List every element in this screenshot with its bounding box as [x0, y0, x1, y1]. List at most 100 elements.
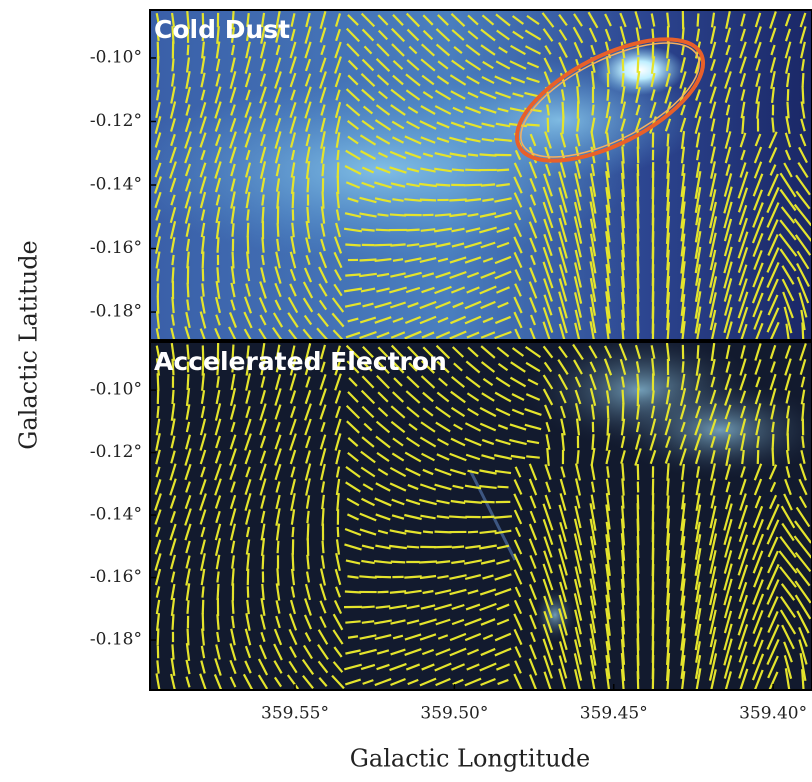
- vector: [337, 150, 338, 160]
- vector: [787, 102, 788, 119]
- vector: [652, 390, 653, 403]
- vector: [464, 185, 482, 186]
- vector: [481, 184, 495, 185]
- y-tick-label: -0.14°: [90, 175, 142, 195]
- vector: [277, 191, 279, 208]
- vector: [434, 547, 452, 548]
- vector: [668, 134, 669, 147]
- y-tick-label: -0.14°: [90, 505, 142, 525]
- vector: [377, 214, 388, 215]
- vector: [202, 283, 203, 296]
- vector: [307, 511, 308, 523]
- y-tick-label: -0.16°: [90, 238, 142, 258]
- vector: [668, 377, 669, 388]
- vector: [278, 541, 279, 553]
- vector: [468, 532, 478, 533]
- vector: [376, 230, 391, 231]
- vector: [449, 516, 467, 517]
- vector: [802, 436, 803, 448]
- y-tick-label: -0.18°: [90, 630, 142, 650]
- vector: [307, 555, 308, 569]
- vector: [345, 274, 360, 275]
- vector: [577, 450, 578, 464]
- x-tick-label: 359.50°: [420, 704, 488, 724]
- vector: [452, 547, 464, 548]
- vector: [218, 584, 219, 600]
- y-tick-label: -0.10°: [90, 47, 142, 67]
- vector: [667, 146, 668, 163]
- vector: [464, 501, 482, 503]
- vector: [773, 448, 774, 466]
- vector: [608, 89, 609, 100]
- vector: [157, 406, 158, 418]
- vector: [158, 56, 159, 74]
- vector: [742, 116, 743, 134]
- vector: [188, 629, 189, 646]
- vector: [608, 418, 609, 435]
- vector: [248, 236, 249, 254]
- vector: [262, 584, 263, 600]
- vector: [203, 252, 204, 269]
- y-tick-label: -0.10°: [90, 380, 142, 400]
- vector: [361, 229, 374, 230]
- vector: [622, 478, 623, 495]
- y-tick-label: -0.12°: [90, 442, 142, 462]
- vector: [802, 403, 803, 421]
- x-tick-label: 359.55°: [261, 704, 329, 724]
- vector: [638, 57, 639, 73]
- vector: [435, 532, 452, 533]
- vector: [293, 553, 294, 571]
- vector: [172, 297, 173, 313]
- vector: [338, 176, 339, 194]
- vector: [157, 660, 158, 673]
- x-axis-label: Galactic Longtitude: [350, 745, 591, 773]
- vector: [468, 154, 478, 155]
- vector: [233, 600, 234, 614]
- x-tick-label: 359.40°: [739, 704, 807, 724]
- vector: [465, 170, 481, 171]
- vector: [173, 614, 174, 630]
- vector: [172, 390, 173, 404]
- vector: [188, 45, 189, 55]
- vector: [158, 283, 159, 296]
- vector: [592, 105, 593, 116]
- vector: [421, 229, 436, 231]
- y-tick-label: -0.12°: [90, 111, 142, 131]
- vector: [480, 154, 497, 155]
- vector: [323, 191, 324, 208]
- vector: [772, 422, 773, 432]
- vector: [435, 214, 451, 215]
- vector: [803, 73, 804, 87]
- vector: [187, 300, 188, 311]
- vector: [563, 116, 564, 134]
- vector: [393, 259, 403, 261]
- vector: [217, 237, 218, 253]
- vector: [293, 527, 294, 537]
- y-tick-label: -0.16°: [90, 567, 142, 587]
- vector: [203, 613, 204, 631]
- vector: [623, 390, 624, 405]
- vector: [682, 482, 683, 493]
- vector: [158, 296, 159, 313]
- vector: [278, 223, 279, 237]
- vector: [322, 164, 323, 176]
- vector: [698, 13, 699, 26]
- vector: [188, 283, 189, 298]
- vector: [390, 244, 405, 245]
- vector: [423, 532, 433, 533]
- vector: [248, 223, 249, 237]
- vector: [345, 592, 361, 593]
- vector: [292, 223, 294, 237]
- vector: [452, 169, 464, 170]
- vector: [667, 463, 668, 481]
- vector: [608, 406, 609, 419]
- vector: [404, 576, 421, 577]
- vector: [547, 448, 548, 466]
- vector: [420, 200, 436, 201]
- vector: [494, 516, 512, 518]
- vector: [436, 185, 450, 186]
- vector: [172, 255, 173, 265]
- vector: [757, 436, 759, 448]
- vector: [390, 591, 406, 593]
